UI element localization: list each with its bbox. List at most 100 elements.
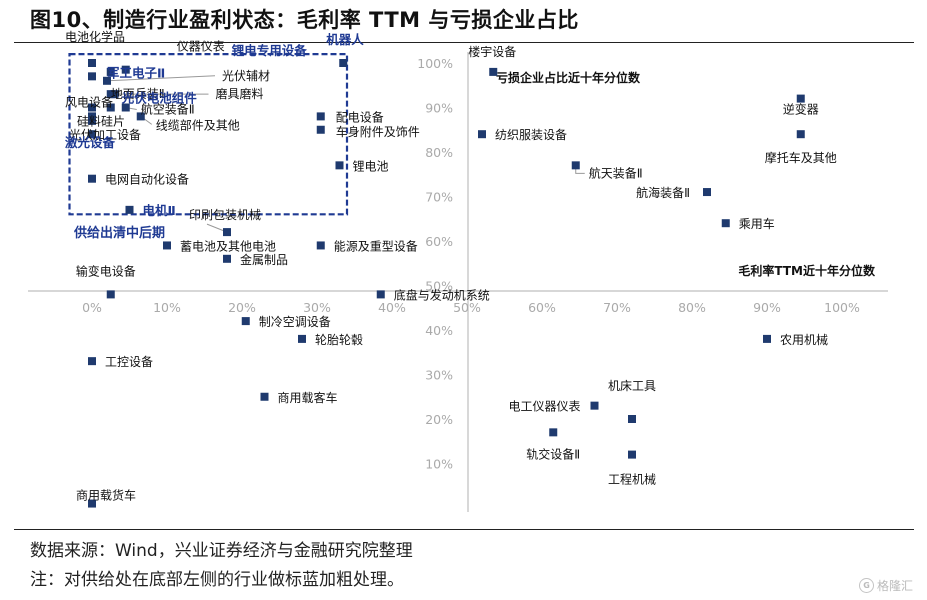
data-label: 仪器仪表 bbox=[177, 40, 225, 54]
y-tick-label: 30% bbox=[425, 368, 453, 383]
data-point bbox=[88, 59, 96, 67]
data-label: 航天装备Ⅱ bbox=[589, 165, 643, 180]
data-label: 电池化学品 bbox=[65, 29, 125, 44]
data-label: 航海装备Ⅱ bbox=[636, 185, 690, 200]
data-point bbox=[88, 72, 96, 81]
data-label: 蓄电池及其他电池 bbox=[180, 239, 276, 253]
data-point bbox=[88, 116, 96, 125]
x-tick-label: 70% bbox=[603, 300, 631, 315]
data-point bbox=[628, 415, 636, 423]
data-label: 制冷空调设备 bbox=[259, 315, 331, 329]
data-label: 硅料硅片 bbox=[77, 114, 125, 128]
data-label: 能源及重型设备 bbox=[334, 239, 418, 253]
data-point bbox=[125, 205, 134, 214]
data-point bbox=[106, 103, 115, 112]
data-point bbox=[478, 130, 486, 139]
data-point bbox=[88, 357, 96, 366]
data-point bbox=[549, 428, 558, 437]
data-point bbox=[335, 161, 344, 170]
data-point bbox=[796, 94, 805, 103]
data-point bbox=[316, 125, 325, 134]
data-label: 电机Ⅱ bbox=[143, 203, 176, 218]
data-point bbox=[590, 401, 599, 410]
data-point bbox=[223, 254, 231, 263]
data-label: 纺织服装设备 bbox=[495, 128, 567, 142]
data-label: 商用载客车 bbox=[278, 390, 338, 405]
chart-title: 图10、制造行业盈利状态：毛利率 TTM 与亏损企业占比 bbox=[30, 8, 579, 32]
data-label: 机床工具 bbox=[608, 379, 656, 393]
data-label: 乘用车 bbox=[739, 216, 775, 231]
x-tick-label: 50% bbox=[453, 300, 481, 315]
data-point bbox=[316, 241, 325, 250]
y-axis-title: 亏损企业占比近十年分位数 bbox=[496, 70, 641, 85]
scatter-chart: 供给出清中后期 0% 10% 20% 30% 40% 50% 60% 70% 80% 90% 100… bbox=[28, 29, 888, 512]
data-point bbox=[489, 67, 498, 76]
data-label: 工程机械 bbox=[608, 472, 656, 487]
x-axis-title: 毛利率TTM近十年分位数 bbox=[738, 263, 876, 278]
data-point bbox=[796, 130, 805, 139]
data-point bbox=[571, 161, 580, 170]
data-label: 配电设备 bbox=[336, 110, 384, 124]
data-point bbox=[163, 241, 171, 250]
data-point bbox=[103, 76, 111, 85]
data-point bbox=[136, 112, 145, 121]
data-point bbox=[241, 317, 250, 326]
data-point bbox=[88, 499, 96, 508]
region-label: 供给出清中后期 bbox=[73, 225, 165, 241]
data-label: 航空装备Ⅱ bbox=[141, 102, 195, 117]
data-point bbox=[88, 112, 96, 121]
watermark: G 格隆汇 bbox=[858, 577, 913, 594]
data-point bbox=[763, 334, 771, 343]
y-tick-label: 70% bbox=[425, 190, 453, 205]
data-point bbox=[260, 392, 269, 401]
data-point bbox=[298, 334, 306, 343]
footer-rule bbox=[14, 529, 914, 530]
data-label: 车身附件及饰件 bbox=[336, 124, 420, 139]
data-point bbox=[106, 67, 115, 76]
data-label: 金属制品 bbox=[240, 252, 288, 267]
data-point bbox=[628, 450, 636, 459]
data-label: 光伏电池组件 bbox=[121, 91, 198, 106]
data-label: 线缆部件及其他 bbox=[156, 117, 240, 132]
data-point bbox=[376, 290, 385, 299]
data-label: 轨交设备Ⅱ bbox=[526, 446, 580, 461]
y-tick-label: 50% bbox=[425, 279, 453, 294]
data-point bbox=[88, 130, 96, 139]
data-label: 电工仪器仪表 bbox=[508, 400, 580, 414]
data-point bbox=[339, 59, 348, 67]
y-tick-label: 60% bbox=[425, 234, 453, 249]
data-label: 锂电专用设备 bbox=[232, 43, 308, 58]
data-source: 数据来源：Wind，兴业证券经济与金融研究院整理 bbox=[30, 541, 413, 561]
data-label: 农用机械 bbox=[780, 332, 828, 347]
data-label: 地面兵装Ⅱ bbox=[111, 87, 165, 101]
chart-note: 注：对供给处在底部左侧的行业做标蓝加粗处理。 bbox=[30, 570, 404, 590]
data-point bbox=[88, 103, 96, 112]
tick-labels: 0% 10% 20% 30% 40% 50% 60% 70% 80% 90% 100%10%20%3… bbox=[82, 56, 876, 472]
x-tick-label: 100% bbox=[824, 300, 860, 315]
data-label: 商用载货车 bbox=[76, 488, 136, 503]
x-tick-label: 0% bbox=[82, 300, 102, 315]
y-tick-label: 40% bbox=[425, 323, 453, 338]
data-label: 摩托车及其他 bbox=[765, 150, 837, 165]
y-tick-label: 100% bbox=[417, 56, 453, 71]
data-label: 机器人 bbox=[326, 32, 364, 47]
x-tick-label: 90% bbox=[753, 300, 781, 315]
data-label: 输变电设备 bbox=[76, 263, 136, 278]
title-rule bbox=[14, 42, 914, 43]
watermark-logo-icon: G bbox=[858, 578, 874, 593]
data-label: 印刷包装机械 bbox=[189, 207, 261, 222]
data-label: 电网自动化设备 bbox=[105, 173, 189, 187]
y-tick-label: 20% bbox=[425, 412, 453, 427]
x-tick-label: 40% bbox=[378, 300, 406, 315]
axes: 供给出清中后期 bbox=[28, 52, 888, 512]
x-tick-label: 10% bbox=[153, 300, 181, 315]
data-point bbox=[121, 65, 130, 74]
data-points bbox=[88, 59, 805, 508]
data-label: 军工电子Ⅱ bbox=[107, 65, 165, 80]
x-tick-label: 30% bbox=[303, 300, 331, 315]
data-point bbox=[721, 219, 730, 228]
data-point bbox=[88, 174, 96, 183]
y-tick-label: 80% bbox=[425, 145, 453, 160]
data-point bbox=[106, 290, 115, 299]
